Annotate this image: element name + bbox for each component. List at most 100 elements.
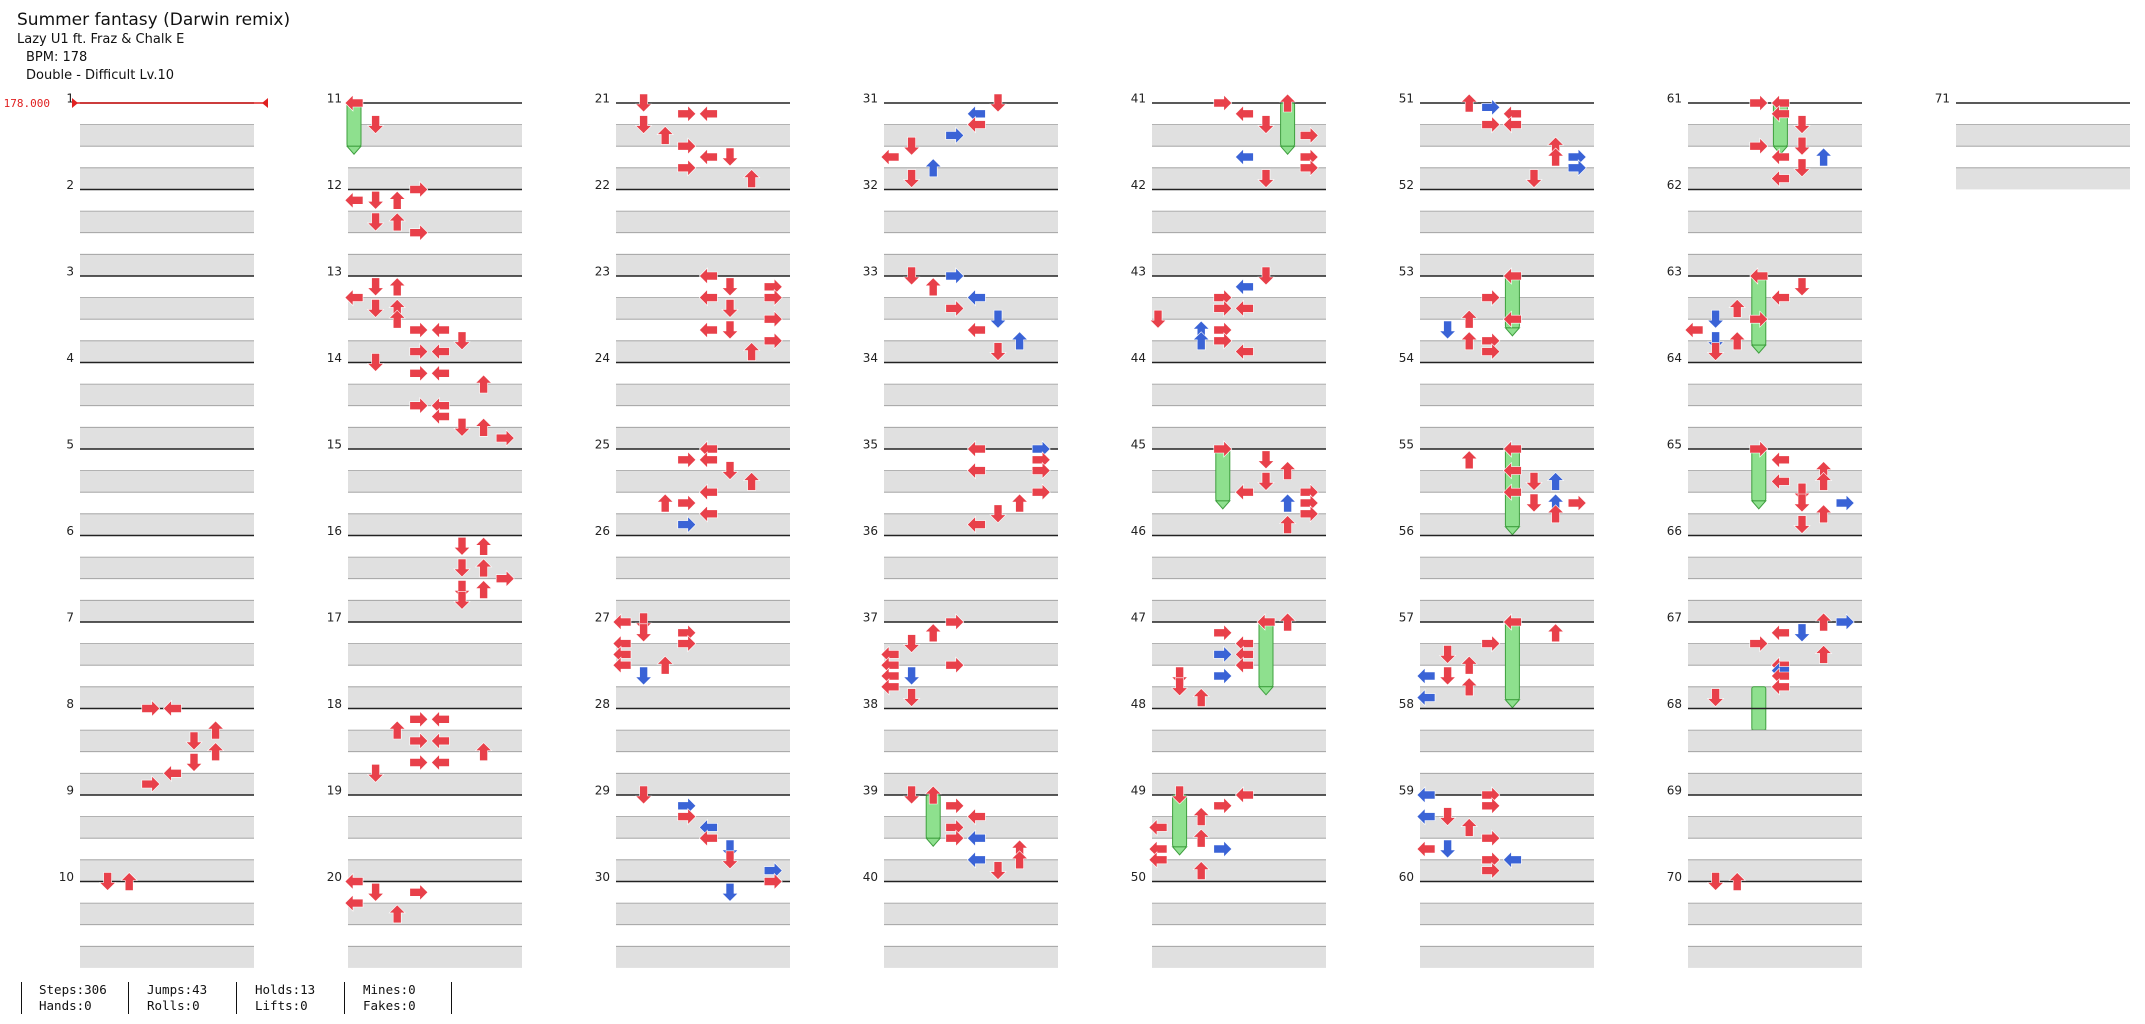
step-arrow-left-icon (1502, 483, 1522, 501)
step-arrow-down-icon (1525, 169, 1543, 189)
step-arrow-down-icon (721, 299, 739, 318)
measure-number: 1 (66, 92, 74, 106)
step-arrow-down-icon (721, 320, 739, 340)
step-arrow-left-icon (1684, 321, 1704, 339)
step-arrow-right-icon (945, 797, 965, 815)
step-arrow-up-icon (924, 277, 942, 297)
beat-band (1152, 470, 1326, 493)
step-arrow-up-icon (1278, 515, 1297, 534)
beat-band (884, 859, 1058, 882)
step-arrow-up-icon (1460, 309, 1478, 329)
measure-number: 9 (66, 784, 74, 798)
beat-band (884, 297, 1058, 320)
step-arrow-right-icon (1567, 148, 1587, 166)
stat-steps: Steps:306 (39, 982, 107, 997)
step-arrow-down-icon (634, 623, 653, 643)
step-arrow-left-icon (1502, 461, 1522, 480)
step-arrow-down-icon (1257, 169, 1275, 189)
step-arrow-down-icon (453, 417, 471, 437)
step-arrow-down-icon (366, 212, 385, 232)
measure-number: 58 (1399, 697, 1414, 711)
measure-number: 37 (863, 611, 878, 625)
beat-band (1956, 124, 2130, 147)
step-arrow-right-icon (677, 494, 697, 512)
step-arrow-left-icon (1770, 624, 1790, 642)
step-arrow-up-icon (1192, 861, 1210, 880)
step-arrow-left-icon (966, 461, 986, 480)
step-arrow-right-icon (945, 267, 965, 285)
beat-band (80, 384, 254, 406)
beat-band (80, 730, 254, 752)
measure-number: 38 (863, 697, 878, 711)
hold-tail (1504, 699, 1521, 709)
step-arrow-right-icon (1567, 494, 1587, 512)
step-arrow-down-icon (1257, 266, 1275, 286)
step-arrow-left-icon (430, 407, 450, 426)
measure-number: 23 (595, 265, 610, 279)
stat-fakes: Fakes:0 (363, 998, 416, 1013)
measure-number: 44 (1131, 351, 1146, 365)
step-arrow-down-icon (902, 785, 921, 805)
measure-number: 5 (66, 438, 74, 452)
step-arrow-left-icon (1770, 288, 1790, 307)
step-arrow-up-icon (1546, 147, 1565, 167)
step-arrow-down-icon (1706, 872, 1725, 891)
measure-number: 46 (1131, 524, 1146, 538)
step-arrow-down-icon (1793, 158, 1811, 178)
step-arrow-right-icon (409, 883, 429, 902)
step-arrow-down-icon (453, 331, 471, 351)
step-arrow-down-icon (634, 666, 653, 686)
beat-band (1956, 167, 2130, 190)
beat-band (348, 167, 522, 190)
beat-band (1688, 513, 1862, 536)
step-arrow-right-icon (1749, 310, 1769, 328)
beat-band (1152, 903, 1326, 925)
step-arrow-down-icon (902, 169, 921, 189)
step-arrow-left-icon (1234, 105, 1254, 123)
step-arrow-right-icon (1481, 115, 1501, 134)
step-arrow-up-icon (1460, 93, 1478, 113)
measure-number: 51 (1399, 92, 1414, 106)
step-arrow-right-icon (1481, 98, 1501, 117)
step-arrow-left-icon (1502, 115, 1522, 134)
step-arrow-down-icon (98, 872, 117, 891)
step-arrow-right-icon (409, 364, 429, 383)
step-arrow-right-icon (1299, 505, 1319, 523)
step-arrow-up-icon (1278, 493, 1297, 513)
measure-number: 48 (1131, 697, 1146, 711)
beat-band (616, 859, 790, 882)
hold-tail (925, 837, 942, 847)
step-arrow-down-icon (721, 850, 739, 870)
step-arrow-right-icon (677, 797, 697, 815)
step-arrow-up-icon (1728, 298, 1746, 318)
song-title: Summer fantasy (Darwin remix) (17, 10, 291, 30)
song-bpm: BPM: 178 (26, 50, 88, 65)
step-arrow-up-icon (924, 623, 942, 643)
step-arrow-up-icon (474, 580, 493, 599)
step-arrow-up-icon (474, 536, 493, 556)
step-arrow-up-icon (924, 158, 942, 178)
beat-band (348, 470, 522, 493)
step-arrow-left-icon (966, 288, 986, 307)
beat-band (348, 557, 522, 579)
step-arrow-right-icon (945, 126, 965, 145)
bpm-marker-start (72, 98, 78, 108)
beat-band (80, 643, 254, 666)
step-arrow-left-icon (1234, 786, 1254, 804)
beat-band (1420, 340, 1594, 363)
beat-band (1420, 773, 1594, 795)
beat-band (616, 211, 790, 233)
step-arrow-left-icon (880, 148, 900, 166)
step-arrow-left-icon (344, 94, 364, 112)
hold-tail (1750, 500, 1767, 510)
step-arrow-up-icon (1814, 504, 1833, 524)
measure-number: 17 (327, 611, 342, 625)
measure-number: 52 (1399, 178, 1414, 192)
bpm-marker-label: 178.000 (4, 97, 50, 110)
step-arrow-left-icon (698, 321, 718, 339)
beat-band (884, 686, 1058, 709)
measure-number: 57 (1399, 611, 1414, 625)
step-arrow-down-icon (902, 136, 921, 156)
step-arrow-down-icon (1793, 136, 1811, 156)
stats-col-steps: Steps:306 Hands:0 (39, 982, 107, 1014)
